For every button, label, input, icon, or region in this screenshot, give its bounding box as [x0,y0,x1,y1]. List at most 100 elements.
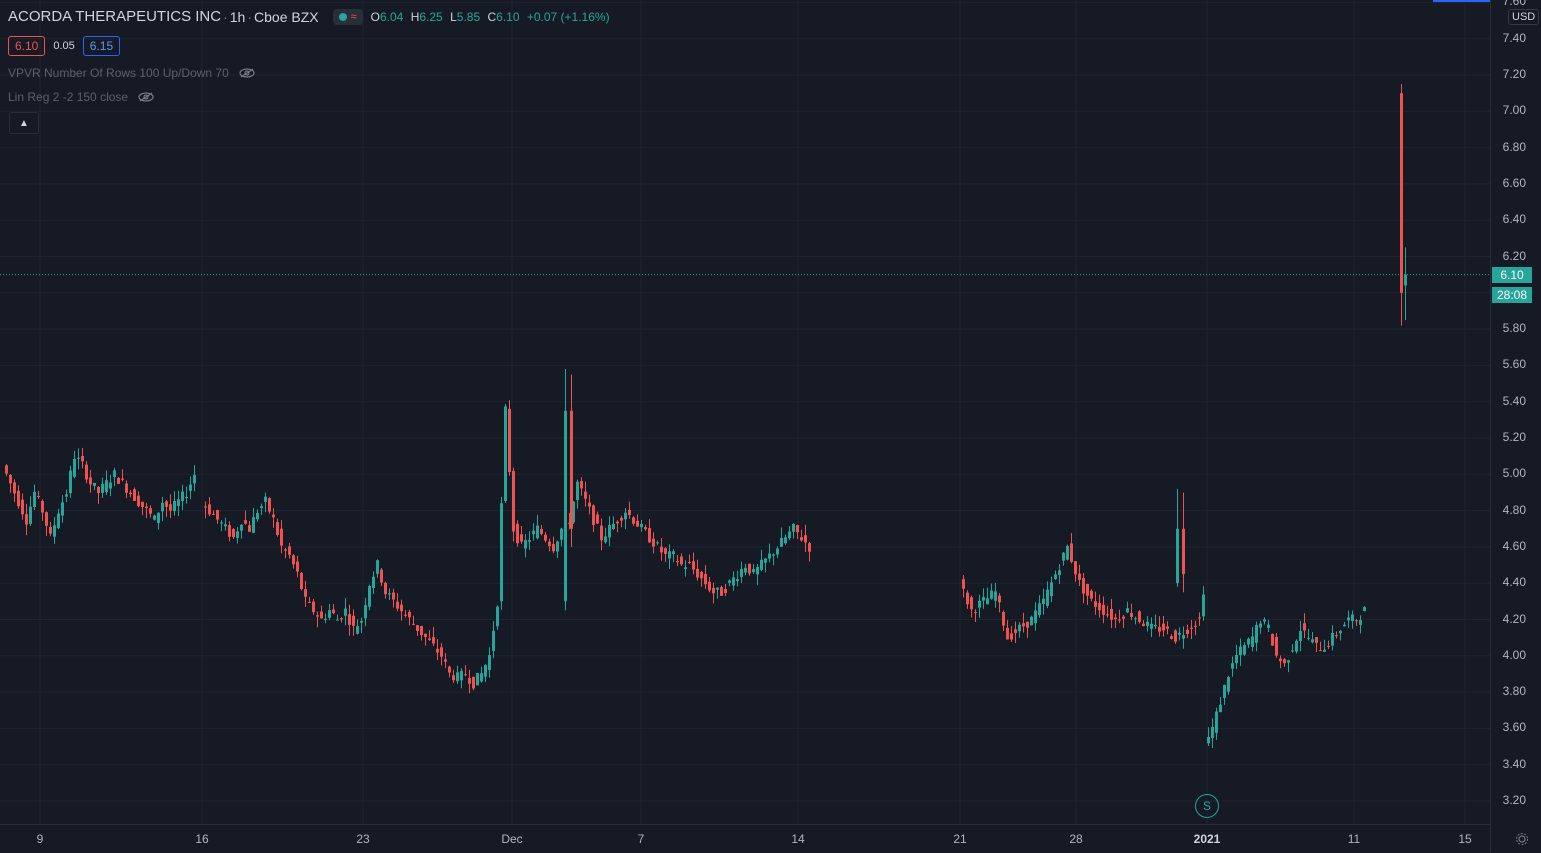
candle-down [620,517,623,521]
candle-up [1038,603,1041,616]
candle-down [137,495,140,507]
candle-down [272,514,275,518]
candle-down [412,623,415,625]
candle-up [752,569,755,573]
candle-up [1247,638,1250,645]
candle-down [974,612,977,614]
candle-up [536,525,539,539]
candle-down [1090,590,1093,599]
symbol-name[interactable]: ACORDA THERAPEUTICS INC [8,8,222,25]
eye-hidden-icon[interactable] [138,92,154,102]
candle-down [1142,623,1145,626]
buy-button[interactable]: 6.15 [82,36,121,56]
candle-down [1190,627,1193,629]
candle-down [1355,620,1358,622]
candle-down [696,568,699,578]
candle-down [660,546,663,553]
indicator-vpvr[interactable]: VPVR Number Of Rows 100 Up/Down 70 [8,66,255,80]
candle-up [1223,684,1226,698]
candle-up [388,593,391,595]
exchange-label: Cboe BZX [254,8,319,25]
candle-down [85,464,88,480]
split-event-marker[interactable]: S [1195,794,1219,818]
candle-down [1194,625,1197,627]
candle-down [600,525,603,541]
candle-up [1227,676,1230,692]
candle-down [688,562,691,564]
candle-up [488,655,491,670]
eye-hidden-icon[interactable] [239,68,255,78]
candle-down [1279,658,1282,662]
candle-up [336,619,339,621]
candle-up [990,590,993,599]
settings-icon[interactable] [1515,832,1529,846]
candle-down [37,496,40,498]
chart-area[interactable] [0,0,1490,824]
separator: · [223,8,228,25]
candle-down [966,592,969,605]
candle-down [720,587,723,596]
candle-down [1002,612,1005,626]
indicator-linreg[interactable]: Lin Reg 2 -2 150 close [8,90,154,104]
change-value: +0.07 (+1.16%) [526,9,610,24]
candle-down [1130,612,1133,617]
candle-up [29,506,32,524]
candle-up [1126,608,1129,613]
collapse-legend-button[interactable]: ▲ [9,112,39,134]
price-tick-label: 3.40 [1502,756,1526,771]
candle-down [5,465,8,474]
candle-down [380,569,383,583]
time-tick-label: 2021 [1193,832,1221,846]
candle-down [680,556,683,565]
candle-down [676,561,679,563]
interval-label[interactable]: 1h [229,8,246,25]
time-axis[interactable]: 9 16 23 Dec 7 14 21 28 2021 11 15 [0,824,1490,853]
price-tick-label: 6.80 [1502,139,1526,154]
candle-up [1050,582,1053,597]
candle-down [440,647,443,657]
candle-down [392,592,395,600]
candle-up [788,531,791,539]
candle-down [428,638,431,641]
candle-up [161,502,164,512]
currency-label[interactable]: USD [1508,9,1540,25]
price-axis[interactable]: 7.607.407.207.006.806.606.406.206.005.80… [1490,0,1541,852]
candle-up [556,541,559,552]
market-status-pill[interactable]: ≈ [332,8,363,25]
candle-up [220,522,223,524]
open-label: O [370,9,380,24]
candle-down [312,601,315,613]
candle-up [1323,649,1326,652]
candle-down [296,561,299,572]
candle-up [1150,623,1153,629]
candle-down [17,490,20,507]
candle-down [464,674,467,676]
time-tick-label: 15 [1458,832,1472,846]
sell-button[interactable]: 6.10 [8,36,46,56]
time-tick-label: 9 [36,832,44,846]
candle-down [748,563,751,574]
time-tick-label: 7 [637,832,645,846]
candle-up [73,459,76,477]
candle-down [1283,659,1286,664]
candle-down [664,548,667,554]
candle-down [452,675,455,681]
candle-up [684,567,687,569]
candle-down [520,534,523,542]
price-tick-label: 4.40 [1502,575,1526,590]
candle-down [45,512,48,526]
candle-up [532,530,535,535]
candle-down [596,514,599,524]
candle-down [13,482,16,494]
candle-down [648,528,651,543]
candle-down [540,529,543,534]
candle-up [1154,624,1157,627]
candle-down [280,528,283,546]
candle-up [53,525,56,537]
candle-down [1303,623,1306,631]
candle-down [1174,630,1177,642]
candle-up [672,551,675,555]
candle-up [173,500,176,512]
candle-down [292,555,295,565]
candle-down [49,527,52,534]
